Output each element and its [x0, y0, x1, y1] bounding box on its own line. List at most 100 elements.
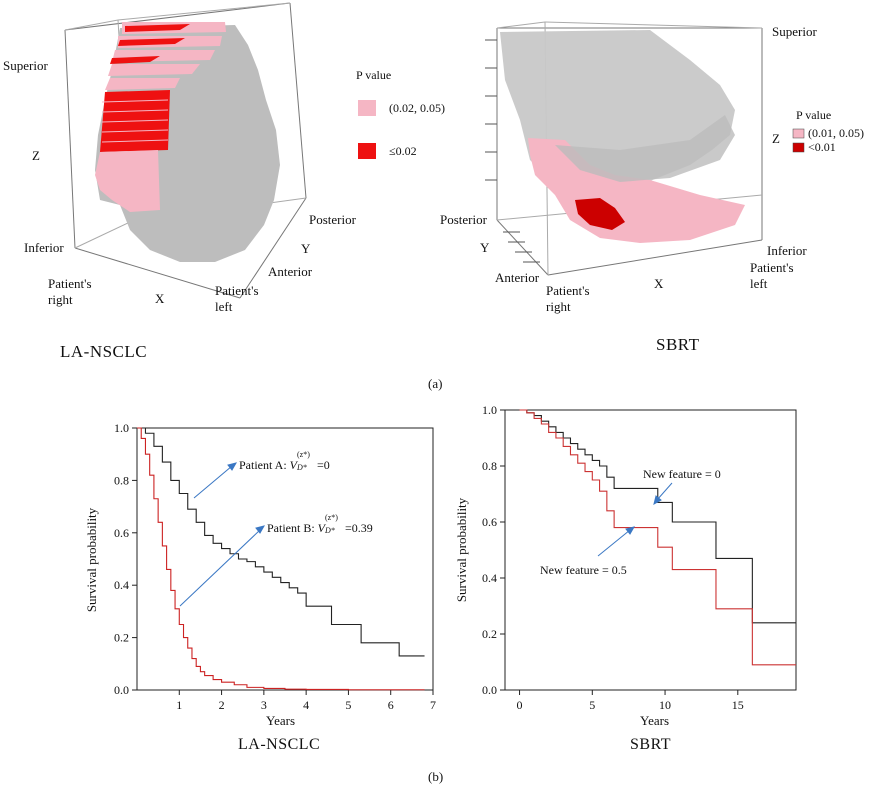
panel-b-caption: (b) [428, 769, 444, 784]
chart-right-xtick-label: 5 [589, 698, 595, 712]
la-nsclc-legend-swatch-2 [358, 143, 376, 159]
arrow-new-feature-05 [597, 529, 631, 557]
chart-right-ytick-label: 0.6 [482, 515, 497, 529]
la-label-inferior: Inferior [24, 240, 64, 255]
chart-right-series-0-line [519, 409, 796, 624]
patient-a-v: V [289, 458, 298, 472]
chart-right-axes: 0.0 0.2 0.4 0.6 0.8 1.0 0 5 10 15 [482, 403, 744, 712]
chart-right-ytick-label: 0.2 [482, 627, 497, 641]
patient-a-sup: (z*) [297, 450, 310, 459]
panel-a-caption: (a) [428, 376, 443, 391]
arrow-patient-b [179, 529, 261, 607]
sbrt-gray-top-overlay [555, 115, 735, 182]
la-legend-item-1: (0.02, 0.05) [389, 101, 445, 115]
chart-left-ylabel: Survival probability [84, 507, 99, 613]
chart-left-xtick-label: 2 [219, 698, 225, 712]
sbrt-chart-title: SBRT [630, 736, 672, 753]
la-nsclc-pink-lower [95, 150, 160, 212]
sbrt-label-patients-right-2: right [546, 299, 571, 314]
patient-b-scripts: (z*) D* [325, 513, 345, 535]
patient-a-sub: D* [297, 463, 307, 472]
sbrt-3d-title: SBRT [656, 335, 700, 354]
patient-a-prefix: Patient A: [239, 458, 290, 472]
annotation-new-feature-05: New feature = 0.5 [540, 563, 627, 577]
chart-left-xtick-label: 5 [345, 698, 351, 712]
sbrt-label-patients-right-1: Patient's [546, 283, 590, 298]
chart-left-series-0-line [137, 427, 425, 657]
arrowhead-new-feature-05 [625, 526, 636, 535]
la-label-x: X [155, 291, 165, 306]
la-nsclc-legend-swatch-1 [358, 100, 376, 116]
sbrt-y-ticks [503, 231, 540, 263]
sbrt-red-region [575, 198, 625, 230]
chart-left-xtick-label: 7 [430, 698, 436, 712]
sbrt-label-patients-left-1: Patient's [750, 260, 794, 275]
annotation-patient-a: Patient A: V (z*) D* =0 [239, 450, 330, 473]
sbrt-label-y: Y [480, 240, 490, 255]
sbrt-survival-chart: 0.0 0.2 0.4 0.6 0.8 1.0 0 5 10 15 [482, 403, 797, 712]
chart-left-xtick-label: 1 [176, 698, 182, 712]
patient-a-scripts: (z*) D* [297, 450, 317, 472]
la-legend-title: P value [356, 68, 392, 82]
chart-left-xtick-label: 4 [303, 698, 309, 712]
chart-right-ylabel: Survival probability [454, 497, 469, 603]
chart-left-xtick-label: 3 [261, 698, 267, 712]
chart-left-xtick-label: 6 [388, 698, 394, 712]
chart-left-ytick-label: 1.0 [114, 421, 129, 435]
sbrt-z-ticks [485, 39, 497, 181]
chart-right-xtick-label: 10 [659, 698, 671, 712]
la-nsclc-annotation-arrows [179, 462, 266, 607]
arrowhead-patient-b [255, 525, 266, 534]
chart-left-ytick-label: 0.6 [114, 526, 129, 540]
chart-right-xlabel: Years [640, 713, 670, 728]
la-nsclc-chart-title: LA-NSCLC [238, 736, 321, 753]
chart-right-xtick-label: 15 [732, 698, 744, 712]
annotation-patient-b: Patient B: V (z*) D* =0.39 [267, 513, 373, 536]
arrow-new-feature-0 [656, 482, 673, 501]
chart-left-axes: 0.0 0.2 0.4 0.6 0.8 1.0 1 2 3 4 5 6 7 [114, 421, 436, 712]
sbrt-label-inferior: Inferior [767, 243, 807, 258]
chart-right-xtick-label: 0 [517, 698, 523, 712]
sbrt-label-x: X [654, 276, 664, 291]
chart-left-ytick-label: 0.0 [114, 683, 129, 697]
chart-left-series-1-line [137, 427, 425, 691]
la-label-z: Z [32, 148, 40, 163]
sbrt-label-anterior: Anterior [495, 270, 540, 285]
chart-right-ytick-label: 1.0 [482, 403, 497, 417]
chart-left-ytick-label: 0.8 [114, 473, 129, 487]
sbrt-legend-item-1: (0.01, 0.05) [808, 126, 864, 140]
arrowhead-patient-a [227, 462, 238, 471]
sbrt-legend-item-2: <0.01 [808, 140, 836, 154]
chart-right-series [519, 409, 796, 666]
sbrt-legend-swatch-1 [792, 128, 805, 139]
la-label-y: Y [301, 241, 311, 256]
chart-left-frame [136, 427, 434, 691]
sbrt-label-patients-left-2: left [750, 276, 768, 291]
la-nsclc-3d-title: LA-NSCLC [60, 342, 148, 361]
patient-a-value: =0 [317, 458, 330, 472]
patient-b-sub: D* [325, 526, 335, 535]
patient-b-prefix: Patient B: [267, 521, 318, 535]
sbrt-3d-plot [485, 21, 763, 276]
la-label-anterior: Anterior [268, 264, 313, 279]
chart-right-ytick-label: 0.0 [482, 683, 497, 697]
chart-left-xlabel: Years [266, 713, 296, 728]
arrow-patient-a [193, 465, 233, 499]
sbrt-legend-swatch-2 [792, 142, 805, 153]
sbrt-label-posterior: Posterior [440, 212, 487, 227]
patient-b-value: =0.39 [345, 521, 373, 535]
chart-left-ytick-label: 0.2 [114, 631, 129, 645]
la-nsclc-red-hatch [101, 99, 169, 143]
sbrt-label-superior: Superior [772, 24, 817, 39]
la-nsclc-survival-chart: 0.0 0.2 0.4 0.6 0.8 1.0 1 2 3 4 5 6 7 [114, 421, 436, 712]
patient-b-sup: (z*) [325, 513, 338, 522]
sbrt-annotation-arrows [597, 482, 673, 557]
la-label-patients-right-2: right [48, 292, 73, 307]
la-label-patients-left-2: left [215, 299, 233, 314]
la-label-patients-left-1: Patient's [215, 283, 259, 298]
sbrt-label-z: Z [772, 131, 780, 146]
la-label-superior: Superior [3, 58, 48, 73]
la-legend-item-2: ≤0.02 [389, 144, 417, 158]
chart-right-ytick-label: 0.4 [482, 571, 497, 585]
annotation-new-feature-0: New feature = 0 [643, 467, 721, 481]
